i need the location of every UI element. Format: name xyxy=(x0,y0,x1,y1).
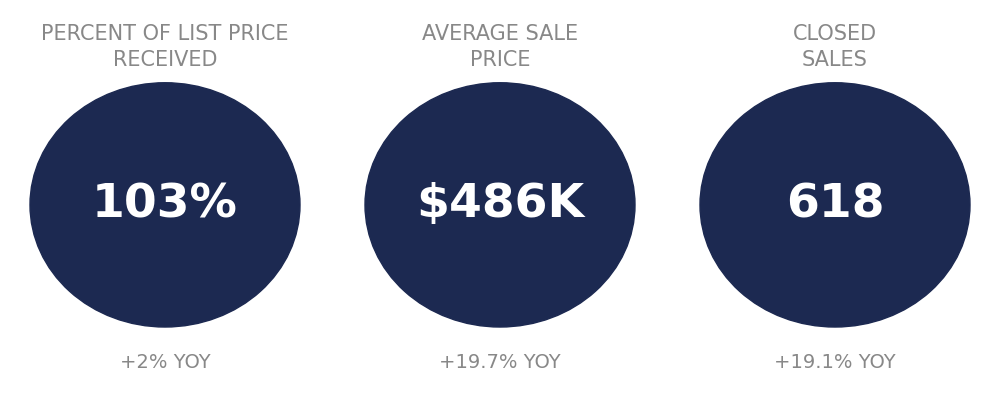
Text: CLOSED
SALES: CLOSED SALES xyxy=(793,24,877,71)
Text: 618: 618 xyxy=(786,182,884,227)
Text: +19.1% YOY: +19.1% YOY xyxy=(774,353,896,372)
Text: PERCENT OF LIST PRICE
RECEIVED: PERCENT OF LIST PRICE RECEIVED xyxy=(41,24,289,71)
Text: 103%: 103% xyxy=(92,182,238,227)
Ellipse shape xyxy=(700,83,970,327)
Ellipse shape xyxy=(30,83,300,327)
Ellipse shape xyxy=(365,83,635,327)
Text: $486K: $486K xyxy=(416,182,584,227)
Text: +19.7% YOY: +19.7% YOY xyxy=(439,353,561,372)
Text: +2% YOY: +2% YOY xyxy=(120,353,210,372)
Text: AVERAGE SALE
PRICE: AVERAGE SALE PRICE xyxy=(422,24,578,71)
